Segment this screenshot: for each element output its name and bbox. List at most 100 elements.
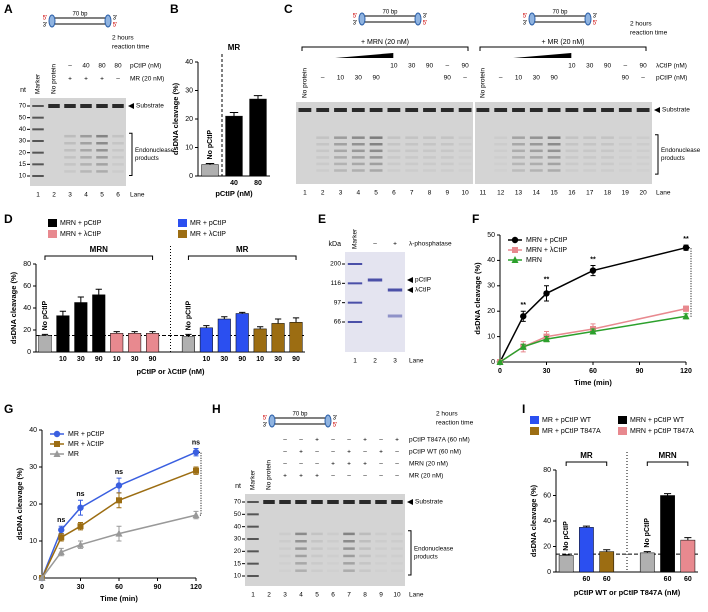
y-tick-label: 40 <box>29 427 37 434</box>
dna-end: 5' <box>353 14 357 20</box>
x-tick-label: 0 <box>498 368 502 375</box>
product-band <box>375 569 387 572</box>
product-band <box>343 540 355 543</box>
streptavidin <box>324 414 332 428</box>
y-tick-label: 10 <box>487 333 495 340</box>
group-header: MRN <box>90 245 108 254</box>
marker <box>53 450 61 457</box>
category-label: 60 <box>603 576 611 583</box>
product-band <box>565 156 579 159</box>
ladder-band <box>32 128 44 131</box>
significance: ns <box>76 491 84 498</box>
product-band <box>458 149 472 153</box>
y-tick-label: 0 <box>33 575 37 582</box>
product-band <box>547 149 561 153</box>
substrate-band <box>391 500 403 504</box>
line <box>499 307 687 363</box>
lane-number: 3 <box>339 190 343 197</box>
marker <box>496 358 504 365</box>
ladder-band <box>247 501 259 503</box>
product-band <box>391 555 403 558</box>
category-label: 30 <box>131 356 139 363</box>
product-band <box>512 149 525 153</box>
condition-cell: – <box>395 473 399 480</box>
product-band <box>601 149 614 153</box>
size-label: 70 <box>234 499 242 506</box>
condition-label: MRN (20 nM) <box>409 461 448 468</box>
lane-number: 9 <box>379 592 383 599</box>
product-band <box>343 532 355 536</box>
arrow <box>407 287 413 293</box>
condition-cell: – <box>379 437 383 444</box>
condition-label: MR (20 nM) <box>130 76 164 83</box>
product-band <box>351 143 365 146</box>
panel-letter: E <box>318 212 326 226</box>
product-band <box>311 562 323 565</box>
product-band <box>494 169 507 172</box>
category-label: No pCtIP <box>563 521 570 551</box>
condition-cell: 30 <box>586 63 594 70</box>
y-axis-label: dsDNA cleavage (%) <box>15 467 24 540</box>
product-band <box>369 169 383 172</box>
lane-number: 1 <box>36 192 40 199</box>
product-band <box>64 156 76 159</box>
lane-number: 7 <box>410 190 414 197</box>
product-band <box>423 143 436 146</box>
dna-end: 3' <box>333 416 337 422</box>
product-band <box>405 156 419 159</box>
substrate-band <box>96 104 108 108</box>
condition-cell: – <box>315 449 319 456</box>
product-band <box>618 149 632 153</box>
product-band <box>601 136 614 139</box>
marker <box>77 523 84 530</box>
ladder-band <box>247 575 259 577</box>
product-band <box>334 162 347 166</box>
marker <box>682 312 690 320</box>
condition-cell: + <box>315 437 319 444</box>
bar <box>660 495 675 573</box>
product-band <box>334 169 347 172</box>
marker <box>511 256 519 263</box>
product-band <box>565 143 579 146</box>
condition-cell: + <box>331 461 335 468</box>
dna-length: 70 bp <box>552 10 568 16</box>
product-band <box>112 163 124 166</box>
legend-label: MRN <box>526 257 542 264</box>
band-label: pCtIP <box>415 277 431 284</box>
lane-number: 5 <box>374 190 378 197</box>
lane-number: 1 <box>251 592 255 599</box>
lane-number: 9 <box>445 190 449 197</box>
protein-band <box>387 288 403 292</box>
dna-length: 70 bp <box>382 10 398 16</box>
condition-label: λCtIP (nM) <box>656 63 687 70</box>
lane-number: 4 <box>84 192 88 199</box>
product-band <box>637 169 650 172</box>
product-band <box>387 162 401 166</box>
lane-header: No protein <box>51 64 58 94</box>
product-band <box>405 143 419 146</box>
condition-cell: + <box>363 461 367 468</box>
legend-label: MR + pCtIP <box>68 431 105 438</box>
bar <box>56 315 70 353</box>
condition-cell: – <box>379 473 383 480</box>
category-label: 30 <box>274 356 282 363</box>
product-band <box>80 142 92 145</box>
legend-label: MRN + pCtIP <box>60 220 102 227</box>
y-tick-label: 60 <box>543 492 551 499</box>
category-label: 90 <box>238 356 246 363</box>
category-label: 60 <box>583 576 591 583</box>
product-band <box>359 540 371 543</box>
products-label: products <box>135 155 159 162</box>
bar <box>599 551 615 573</box>
product-band <box>405 162 419 166</box>
significance: ns <box>57 517 65 524</box>
ladder-band <box>247 525 259 528</box>
substrate-label: Substrate <box>662 107 690 114</box>
size-label: 40 <box>19 126 27 133</box>
error-bar <box>149 331 156 334</box>
substrate-band <box>494 108 508 112</box>
product-band <box>440 149 454 153</box>
products-label: products <box>661 155 685 162</box>
legend-swatch <box>530 416 539 424</box>
